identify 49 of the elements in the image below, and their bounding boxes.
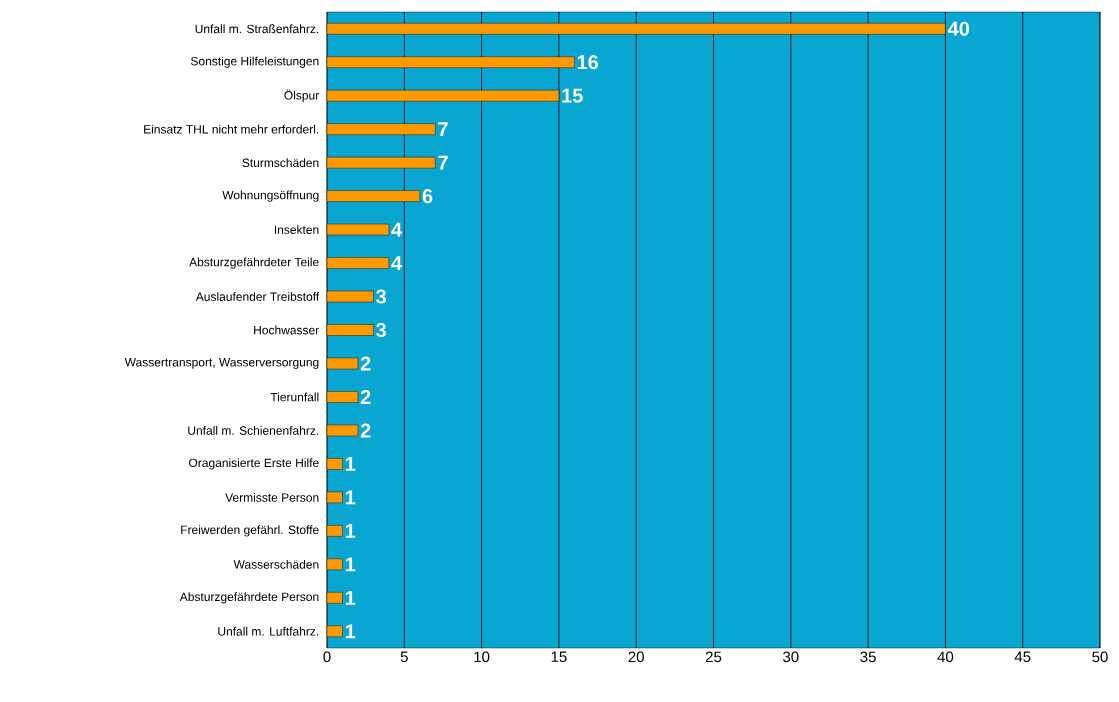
y-tick-label: Freiwerden gefährl. Stoffe bbox=[181, 525, 319, 537]
data-label: 1 bbox=[345, 523, 356, 538]
data-label: 1 bbox=[345, 557, 356, 572]
y-tick-label: Vermisste Person bbox=[225, 492, 319, 502]
y-tick-label: Sturmschäden bbox=[242, 158, 319, 168]
y-tick-label: Unfall m. Luftfahrz. bbox=[218, 626, 319, 636]
data-label: 6 bbox=[422, 189, 433, 204]
y-tick-label: Hochwasser bbox=[254, 325, 319, 335]
y-tick-label: Wohnungsöffnung bbox=[222, 190, 319, 202]
data-label: 40 bbox=[947, 21, 970, 36]
y-tick-label: Insekten bbox=[274, 225, 319, 234]
data-label: 3 bbox=[376, 322, 386, 338]
y-tick-label: Absturzgefährdeter Teile bbox=[189, 257, 319, 269]
x-tick-label: 15 bbox=[551, 651, 567, 662]
x-tick-label: 5 bbox=[400, 651, 408, 662]
data-label: 4 bbox=[391, 256, 403, 270]
x-tick-label: 10 bbox=[474, 651, 490, 663]
data-label: 2 bbox=[360, 423, 371, 438]
data-label: 1 bbox=[345, 490, 356, 505]
x-tick-label: 50 bbox=[1092, 651, 1108, 663]
y-tick-label: Oraganisierte Erste Hilfe bbox=[189, 458, 319, 470]
data-label: 2 bbox=[360, 389, 371, 404]
y-tick-label: Einsatz THL nicht mehr erforderl. bbox=[144, 124, 319, 134]
data-label: 15 bbox=[562, 88, 583, 103]
x-tick-label: 45 bbox=[1014, 651, 1031, 662]
data-label: 7 bbox=[438, 155, 448, 170]
x-tick-label: 25 bbox=[705, 651, 722, 663]
data-label: 7 bbox=[438, 122, 448, 137]
data-label: 1 bbox=[345, 590, 356, 605]
y-tick-label: Auslaufender Treibstoff bbox=[195, 292, 320, 301]
x-tick-label: 20 bbox=[628, 651, 644, 663]
y-tick-label: Sonstige Hilfeleistungen bbox=[191, 56, 319, 68]
y-tick-label: Wasserschäden bbox=[233, 559, 319, 569]
x-tick-label: 35 bbox=[860, 651, 876, 663]
y-tick-label: Unfall m. Schienenfahrz. bbox=[188, 426, 319, 435]
x-tick-label: 0 bbox=[323, 651, 331, 663]
data-label: 2 bbox=[360, 356, 371, 371]
data-label: 16 bbox=[577, 55, 599, 70]
y-tick-label: Unfall m. Straßenfahrz. bbox=[195, 24, 319, 34]
x-tick-label: 40 bbox=[937, 651, 954, 663]
data-label: 1 bbox=[345, 457, 356, 471]
data-label: 4 bbox=[391, 222, 403, 237]
y-tick-label: Tierunfall bbox=[270, 392, 319, 402]
data-label: 1 bbox=[345, 624, 356, 639]
y-tick-label: Ölspur bbox=[284, 89, 319, 102]
x-tick-label: 30 bbox=[783, 651, 799, 663]
y-tick-label: Wassertransport, Wasserversorgung bbox=[124, 358, 319, 369]
data-label: 3 bbox=[376, 289, 386, 304]
y-tick-label: Absturzgefährdete Person bbox=[179, 592, 319, 604]
